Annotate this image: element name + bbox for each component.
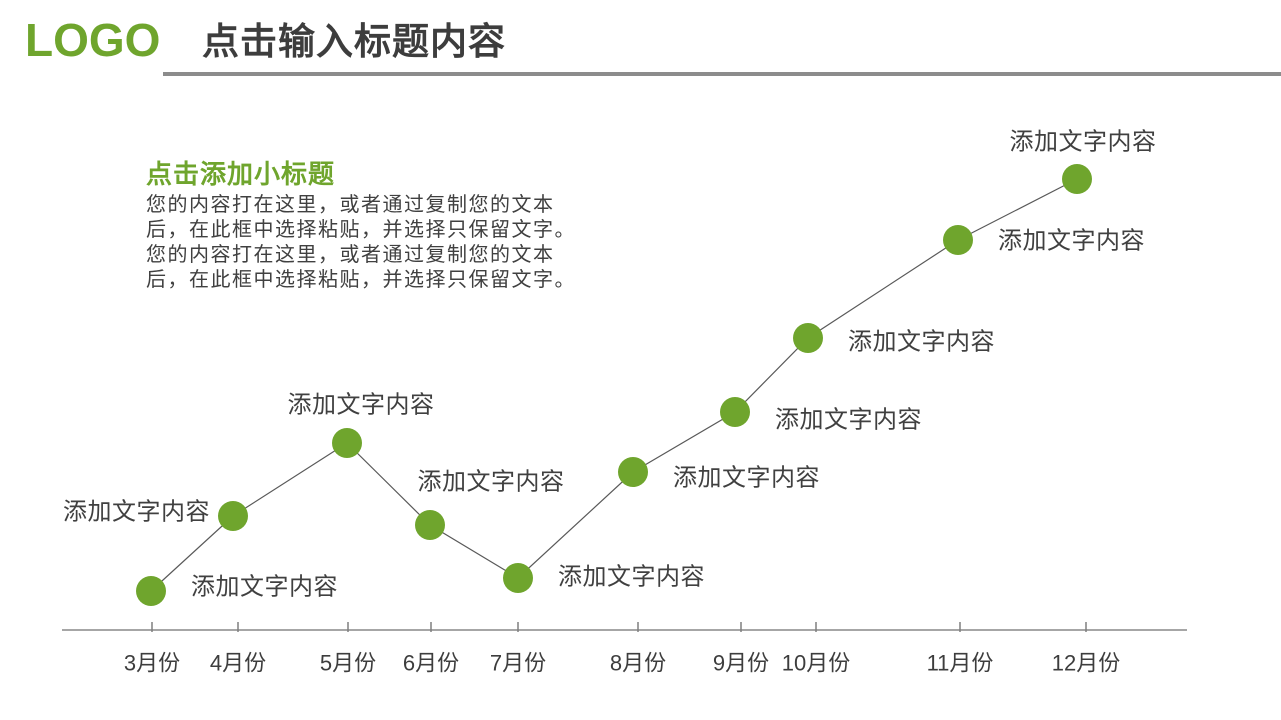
body-text-line: 您的内容打在这里，或者通过复制您的文本 <box>146 194 555 216</box>
x-axis-label: 6月份 <box>403 651 459 676</box>
trend-line <box>150 178 1078 592</box>
x-axis-label: 11月份 <box>927 651 994 676</box>
section-subtitle[interactable]: 点击添加小标题 <box>146 159 336 189</box>
x-axis-label: 3月份 <box>124 651 180 676</box>
x-axis-label: 7月份 <box>490 651 546 676</box>
data-point[interactable] <box>332 428 362 458</box>
data-point-label[interactable]: 添加文字内容 <box>775 407 922 434</box>
page-title[interactable]: 点击输入标题内容 <box>202 21 506 62</box>
body-text-line: 后，在此框中选择粘贴，并选择只保留文字。 <box>146 219 576 241</box>
data-point-label[interactable]: 添加文字内容 <box>558 564 705 591</box>
data-point[interactable] <box>943 225 973 255</box>
data-point-label[interactable]: 添加文字内容 <box>673 465 820 492</box>
data-point-label[interactable]: 添加文字内容 <box>998 228 1145 255</box>
data-point[interactable] <box>503 563 533 593</box>
x-axis-label: 10月份 <box>782 651 850 676</box>
data-point[interactable] <box>136 576 166 606</box>
x-axis-label: 4月份 <box>210 651 266 676</box>
logo-text[interactable]: LOGO <box>25 14 161 66</box>
data-point[interactable] <box>793 323 823 353</box>
data-point-label[interactable]: 添加文字内容 <box>418 469 565 496</box>
header-rule-line <box>163 72 1281 76</box>
data-point[interactable] <box>1062 164 1092 194</box>
data-point[interactable] <box>618 457 648 487</box>
data-point-label[interactable]: 添加文字内容 <box>848 329 995 356</box>
body-text-line: 您的内容打在这里，或者通过复制您的文本 <box>146 244 555 266</box>
x-axis-label: 12月份 <box>1052 651 1120 676</box>
data-point[interactable] <box>218 501 248 531</box>
data-point-label[interactable]: 添加文字内容 <box>63 499 210 526</box>
data-point-label[interactable]: 添加文字内容 <box>191 574 338 601</box>
x-axis-label: 5月份 <box>320 651 376 676</box>
data-point[interactable] <box>720 397 750 427</box>
body-text-block[interactable]: 您的内容打在这里，或者通过复制您的文本 后，在此框中选择粘贴，并选择只保留文字。… <box>146 193 586 293</box>
x-axis-label: 9月份 <box>713 651 769 676</box>
data-point-label[interactable]: 添加文字内容 <box>1010 129 1157 156</box>
x-axis-label: 8月份 <box>610 651 666 676</box>
data-point[interactable] <box>415 510 445 540</box>
data-point-label[interactable]: 添加文字内容 <box>288 392 435 419</box>
body-text-line: 后，在此框中选择粘贴，并选择只保留文字。 <box>146 269 576 291</box>
